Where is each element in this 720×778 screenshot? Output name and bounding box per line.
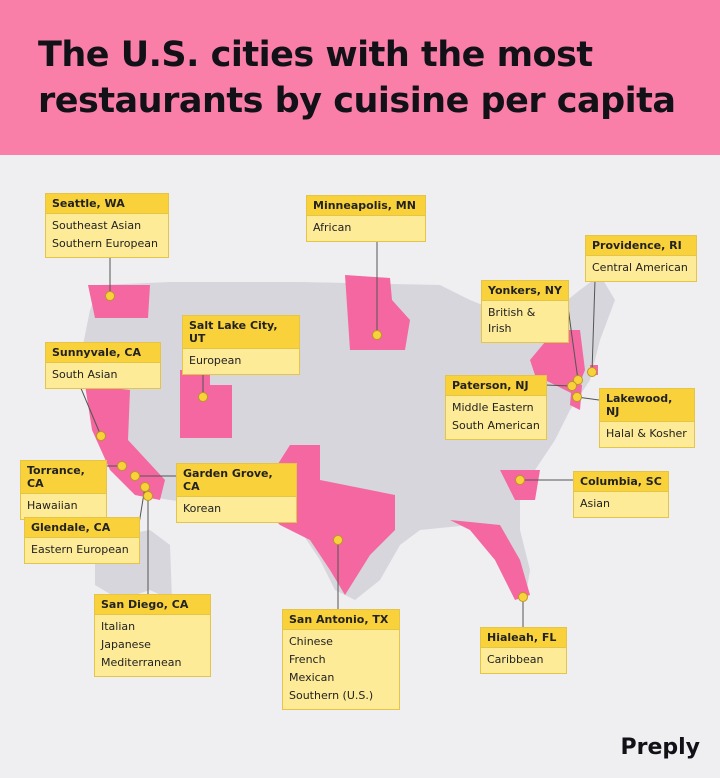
utah	[180, 370, 232, 438]
cuisine: Mediterranean	[101, 656, 182, 669]
california	[85, 385, 165, 500]
city-callout: Salt Lake City, UT European	[182, 315, 300, 375]
city-label: Garden Grove, CA	[177, 464, 296, 497]
cuisine: South American	[452, 419, 540, 432]
city-dot	[518, 592, 528, 602]
washington	[88, 285, 150, 318]
brand-logo: Preply	[620, 735, 700, 760]
city-callout: Paterson, NJ Middle Eastern South American	[445, 375, 547, 440]
city-callout: Minneapolis, MN African	[306, 195, 426, 242]
city-dot	[105, 291, 115, 301]
city-dot	[130, 471, 140, 481]
city-dot	[198, 392, 208, 402]
city-callout: Lakewood, NJ Halal & Kosher	[599, 388, 695, 448]
cuisine: Italian	[101, 620, 136, 633]
city-label: Torrance, CA	[21, 461, 106, 494]
cuisine-list: Hawaiian	[21, 494, 106, 519]
leader-line	[591, 279, 596, 373]
city-label: Salt Lake City, UT	[183, 316, 299, 349]
cuisine: Korean	[183, 502, 222, 515]
city-label: Minneapolis, MN	[307, 196, 425, 216]
cuisine: British & Irish	[488, 306, 536, 335]
cuisine-list: South Asian	[46, 363, 160, 388]
city-label: San Diego, CA	[95, 595, 210, 615]
city-dot	[587, 367, 597, 377]
cuisine: Halal & Kosher	[606, 427, 687, 440]
cuisine-list: Chinese French Mexican Southern (U.S.)	[283, 630, 399, 709]
cuisine: European	[189, 354, 242, 367]
cuisine: Japanese	[101, 638, 151, 651]
cuisine: African	[313, 221, 352, 234]
cuisine-list: Middle Eastern South American	[446, 396, 546, 439]
cuisine: Southern (U.S.)	[289, 689, 374, 702]
cuisine-list: Central American	[586, 256, 696, 281]
cuisine-list: Southeast Asian Southern European	[46, 214, 168, 257]
cuisine: Caribbean	[487, 653, 544, 666]
city-label: Hialeah, FL	[481, 628, 566, 648]
florida	[450, 520, 530, 600]
city-callout: Yonkers, NY British & Irish	[481, 280, 569, 343]
city-callout: Columbia, SC Asian	[573, 471, 669, 518]
cuisine: Southeast Asian	[52, 219, 142, 232]
city-label: Seattle, WA	[46, 194, 168, 214]
title: The U.S. cities with the most restaurant…	[38, 35, 676, 121]
cuisine: South Asian	[52, 368, 118, 381]
city-dot	[140, 482, 150, 492]
city-dot	[515, 475, 525, 485]
city-dot	[572, 392, 582, 402]
cuisine: Asian	[580, 497, 611, 510]
title-band	[0, 0, 720, 155]
city-callout: San Diego, CA Italian Japanese Mediterranea…	[94, 594, 211, 677]
dots	[96, 291, 597, 602]
cuisine: Middle Eastern	[452, 401, 534, 414]
city-callout: San Antonio, TX Chinese French Mexican South…	[282, 609, 400, 710]
city-dot	[372, 330, 382, 340]
cuisine: Chinese	[289, 635, 333, 648]
city-label: Paterson, NJ	[446, 376, 546, 396]
cuisine-list: Eastern European	[25, 538, 139, 563]
city-callout: Glendale, CA Eastern European	[24, 517, 140, 564]
cuisine: Southern European	[52, 237, 158, 250]
cuisine-list: Korean	[177, 497, 296, 522]
cuisine-list: African	[307, 216, 425, 241]
city-dot	[333, 535, 343, 545]
cuisine-list: Halal & Kosher	[600, 422, 694, 447]
city-label: Glendale, CA	[25, 518, 139, 538]
city-dot	[567, 381, 577, 391]
city-dot	[117, 461, 127, 471]
city-callout: Hialeah, FL Caribbean	[480, 627, 567, 674]
city-label: Providence, RI	[586, 236, 696, 256]
cuisine-list: Asian	[574, 492, 668, 517]
leader-line	[79, 385, 102, 437]
cuisine: Eastern European	[31, 543, 129, 556]
city-label: San Antonio, TX	[283, 610, 399, 630]
cuisine-list: Italian Japanese Mediterranean	[95, 615, 210, 676]
city-dot	[573, 375, 583, 385]
cuisine: Central American	[592, 261, 688, 274]
city-callout: Garden Grove, CA Korean	[176, 463, 297, 523]
cuisine-list: British & Irish	[482, 301, 568, 342]
cuisine: Mexican	[289, 671, 335, 684]
city-dot	[96, 431, 106, 441]
city-label: Lakewood, NJ	[600, 389, 694, 422]
city-callout: Sunnyvale, CA South Asian	[45, 342, 161, 389]
city-dot	[143, 491, 153, 501]
cuisine: Hawaiian	[27, 499, 78, 512]
cuisine-list: Caribbean	[481, 648, 566, 673]
city-callout: Providence, RI Central American	[585, 235, 697, 282]
city-label: Sunnyvale, CA	[46, 343, 160, 363]
city-label: Columbia, SC	[574, 472, 668, 492]
city-label: Yonkers, NY	[482, 281, 568, 301]
cuisine-list: European	[183, 349, 299, 374]
cuisine: French	[289, 653, 326, 666]
city-callout: Torrance, CA Hawaiian	[20, 460, 107, 520]
city-callout: Seattle, WA Southeast Asian Southern Europ…	[45, 193, 169, 258]
